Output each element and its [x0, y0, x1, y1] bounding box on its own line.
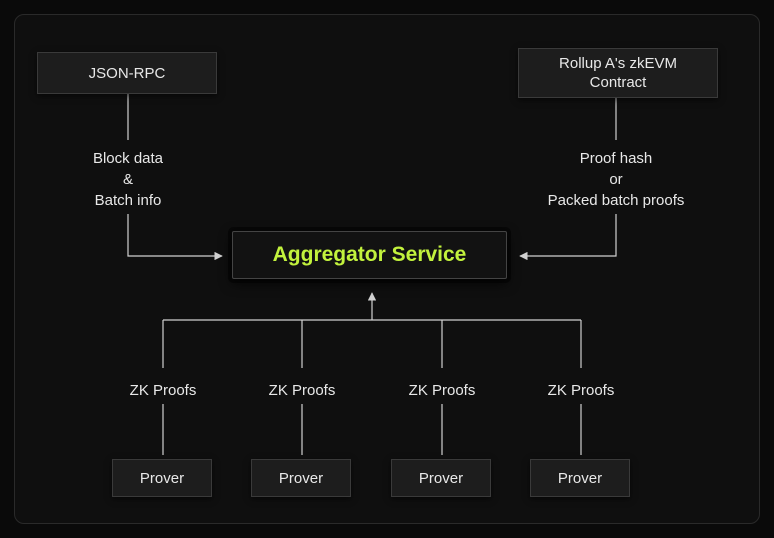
- node-contract-label: Rollup A's zkEVM Contract: [559, 54, 677, 93]
- node-prover-label: Prover: [279, 470, 323, 487]
- node-json-rpc-label: JSON-RPC: [89, 65, 166, 82]
- node-prover-label: Prover: [140, 470, 184, 487]
- label-block-data: Block data & Batch info: [28, 148, 228, 211]
- label-line: Batch info: [28, 190, 228, 211]
- label-line: &: [28, 169, 228, 190]
- label-proof-hash: Proof hash or Packed batch proofs: [516, 148, 716, 211]
- label-line: Proof hash: [516, 148, 716, 169]
- node-prover-3: Prover: [391, 459, 491, 497]
- node-aggregator: Aggregator Service: [232, 231, 507, 279]
- label-zk-proofs-4: ZK Proofs: [481, 380, 681, 401]
- node-prover-2: Prover: [251, 459, 351, 497]
- node-prover-label: Prover: [558, 470, 602, 487]
- node-prover-4: Prover: [530, 459, 630, 497]
- node-aggregator-label: Aggregator Service: [273, 243, 467, 267]
- label-line: Block data: [28, 148, 228, 169]
- label-line: or: [516, 169, 716, 190]
- node-contract: Rollup A's zkEVM Contract: [518, 48, 718, 98]
- node-prover-label: Prover: [419, 470, 463, 487]
- node-json-rpc: JSON-RPC: [37, 52, 217, 94]
- node-prover-1: Prover: [112, 459, 212, 497]
- label-line: Packed batch proofs: [516, 190, 716, 211]
